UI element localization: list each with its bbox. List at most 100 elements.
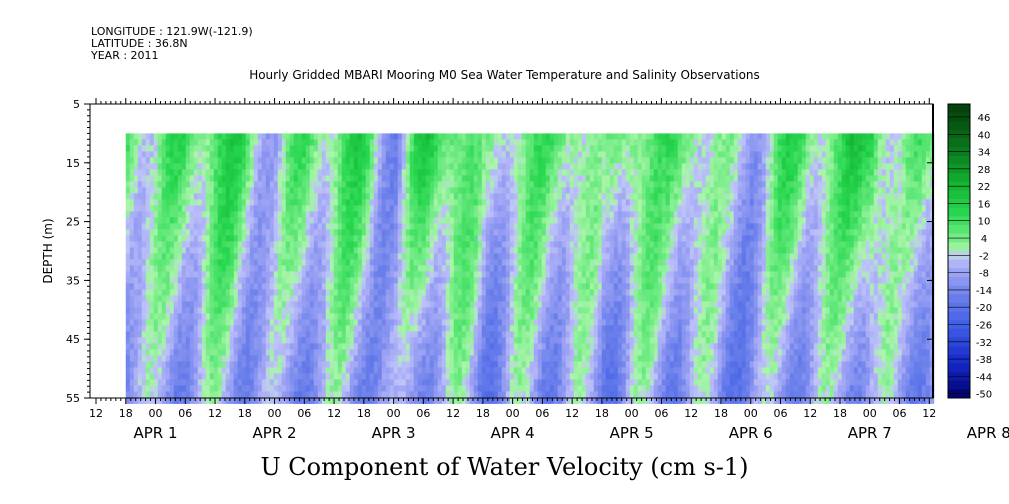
heatmap-cell <box>325 319 331 326</box>
heatmap-cell <box>249 361 255 368</box>
heatmap-cell <box>537 235 543 242</box>
heatmap-cell <box>177 343 183 350</box>
heatmap-cell <box>213 331 219 338</box>
heatmap-cell <box>213 145 219 152</box>
heatmap-cell <box>381 241 387 248</box>
heatmap-cell <box>149 385 155 392</box>
heatmap-cell <box>437 283 443 290</box>
heatmap-cell <box>205 337 211 344</box>
heatmap-cell <box>513 139 519 146</box>
heatmap-cell <box>505 205 511 212</box>
heatmap-cell <box>517 331 523 338</box>
heatmap-cell <box>453 151 459 158</box>
heatmap-cell <box>241 337 247 344</box>
heatmap-cell <box>137 139 143 146</box>
heatmap-cell <box>177 253 183 260</box>
heatmap-cell <box>161 295 167 302</box>
heatmap-cell <box>389 265 395 272</box>
heatmap-cell <box>325 151 331 158</box>
heatmap-cell <box>165 163 171 170</box>
heatmap-cell <box>533 145 539 152</box>
heatmap-cell <box>437 301 443 308</box>
heatmap-cell <box>137 385 143 392</box>
heatmap-cell <box>541 181 547 188</box>
heatmap-cell <box>269 241 275 248</box>
heatmap-cell <box>557 265 563 272</box>
heatmap-cell <box>561 247 567 254</box>
heatmap-cell <box>133 133 139 140</box>
heatmap-cell <box>253 139 259 146</box>
heatmap-cell <box>561 145 567 152</box>
heatmap-cell <box>549 133 555 140</box>
heatmap-cell <box>513 151 519 158</box>
heatmap-cell <box>181 253 187 260</box>
heatmap-cell <box>489 169 495 176</box>
heatmap-cell <box>337 349 343 356</box>
heatmap-cell <box>521 217 527 224</box>
heatmap-cell <box>265 313 271 320</box>
heatmap-cell <box>449 379 455 386</box>
heatmap-cell <box>177 337 183 344</box>
heatmap-cell <box>369 223 375 230</box>
heatmap-cell <box>565 169 571 176</box>
heatmap-cell <box>441 391 447 398</box>
heatmap-cell <box>141 265 147 272</box>
heatmap-cell <box>385 271 391 278</box>
heatmap-cell <box>457 397 463 404</box>
heatmap-cell <box>321 157 327 164</box>
heatmap-cell <box>241 307 247 314</box>
heatmap-cell <box>557 343 563 350</box>
heatmap-cell <box>145 349 151 356</box>
heatmap-cell <box>489 301 495 308</box>
heatmap-cell <box>205 349 211 356</box>
heatmap-cell <box>541 247 547 254</box>
heatmap-cell <box>377 235 383 242</box>
heatmap-cell <box>505 223 511 230</box>
heatmap-cell <box>337 361 343 368</box>
heatmap-cell <box>229 223 235 230</box>
heatmap-cell <box>441 271 447 278</box>
heatmap-cell <box>265 283 271 290</box>
heatmap-cell <box>461 349 467 356</box>
heatmap-cell <box>249 235 255 242</box>
heatmap-cell <box>389 355 395 362</box>
heatmap-cell <box>533 385 539 392</box>
heatmap-cell <box>129 361 135 368</box>
heatmap-cell <box>425 301 431 308</box>
heatmap-cell <box>285 253 291 260</box>
heatmap-cell <box>173 379 179 386</box>
heatmap-cell <box>309 379 315 386</box>
heatmap-cell <box>241 205 247 212</box>
heatmap-cell <box>425 187 431 194</box>
heatmap-cell <box>373 271 379 278</box>
heatmap-cell <box>153 295 159 302</box>
heatmap-cell <box>489 139 495 146</box>
heatmap-cell <box>209 343 215 350</box>
heatmap-cell <box>293 367 299 374</box>
heatmap-cell <box>389 319 395 326</box>
heatmap-cell <box>193 319 199 326</box>
heatmap-cell <box>509 361 515 368</box>
heatmap-cell <box>537 205 543 212</box>
heatmap-cell <box>353 337 359 344</box>
heatmap-cell <box>349 181 355 188</box>
heatmap-cell <box>485 325 491 332</box>
heatmap-cell <box>469 397 475 404</box>
heatmap-cell <box>301 175 307 182</box>
heatmap-cell <box>497 379 503 386</box>
heatmap-cell <box>193 355 199 362</box>
heatmap-cell <box>213 259 219 266</box>
heatmap-cell <box>553 373 559 380</box>
heatmap-cell <box>453 319 459 326</box>
heatmap-cell <box>221 151 227 158</box>
heatmap-cell <box>453 223 459 230</box>
heatmap-cell <box>429 373 435 380</box>
heatmap-cell <box>421 157 427 164</box>
heatmap-cell <box>177 325 183 332</box>
heatmap-cell <box>209 265 215 272</box>
heatmap-cell <box>133 175 139 182</box>
heatmap-cell <box>125 379 131 386</box>
heatmap-cell <box>225 253 231 260</box>
heatmap-cell <box>521 379 527 386</box>
heatmap-cell <box>517 181 523 188</box>
